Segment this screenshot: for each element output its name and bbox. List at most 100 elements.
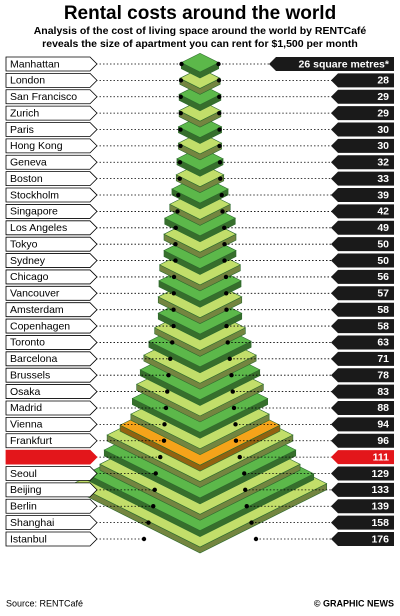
chart-title: Rental costs around the world (64, 3, 336, 24)
leader-dot (253, 536, 259, 542)
value-label: 50 (377, 255, 389, 267)
value-label: 63 (377, 337, 389, 349)
leader-dot (177, 160, 183, 165)
leader-dot (162, 422, 167, 427)
label-box (5, 400, 98, 416)
leader-dot (224, 323, 229, 329)
category-label: Stockholm (10, 189, 59, 201)
value-label: 32 (377, 157, 389, 169)
category-label: Singapore (10, 206, 58, 218)
category-label: Paris (10, 124, 34, 136)
leader-dot (237, 454, 242, 460)
leader-dot (216, 61, 221, 67)
label-box (5, 416, 98, 432)
value-label: 129 (371, 468, 389, 480)
value-box (331, 106, 394, 121)
leader-dot (173, 241, 178, 247)
leader-dot (224, 307, 229, 312)
leader-dot (224, 291, 229, 296)
label-box (5, 138, 98, 154)
category-label: Osaka (10, 386, 41, 398)
leader-dot (178, 94, 183, 99)
value-label: 139 (371, 501, 389, 513)
value-box (331, 73, 394, 88)
value-box (331, 171, 394, 186)
category-label: San Francisco (10, 91, 77, 103)
value-box (331, 515, 394, 530)
value-label: 57 (377, 288, 389, 300)
value-label: 96 (377, 435, 389, 447)
leader-dot (171, 307, 176, 312)
value-box (331, 499, 394, 514)
leader-dot (225, 340, 230, 345)
leader-dot (243, 487, 248, 493)
value-box (331, 89, 394, 104)
leader-dot (227, 356, 232, 362)
leader-dot (171, 291, 176, 296)
label-box (5, 302, 98, 318)
value-label: 30 (377, 140, 389, 152)
value-label: 49 (377, 222, 389, 234)
label-box (5, 515, 98, 531)
label-box (5, 433, 98, 449)
leader-dot (178, 78, 184, 83)
value-label: 111 (373, 451, 390, 463)
value-label: 29 (377, 91, 389, 103)
credit: © GRAPHIC NEWS (314, 598, 394, 608)
leader-dot (231, 405, 237, 411)
leader-dot (222, 258, 227, 263)
label-box (5, 269, 98, 285)
value-label: 78 (377, 369, 389, 381)
label-box (5, 466, 98, 481)
category-label: Madrid (10, 402, 42, 414)
label-box (5, 220, 98, 236)
value-label: 71 (377, 353, 389, 365)
leader-dot (158, 454, 163, 460)
category-label: Brussels (10, 369, 50, 381)
label-box (5, 253, 98, 268)
label-box (5, 171, 98, 187)
leader-dot (230, 389, 235, 394)
value-box (331, 433, 394, 448)
leader-dot (217, 94, 222, 99)
leader-dot (151, 504, 156, 509)
label-box (5, 367, 98, 383)
leader-dot (178, 143, 183, 149)
value-box (331, 466, 394, 481)
category-label: Tokyo (10, 238, 38, 250)
label-box (5, 449, 98, 465)
label-box (5, 204, 98, 219)
leader-dot (168, 356, 173, 362)
category-label: Toronto (10, 337, 45, 349)
value-box (269, 57, 394, 71)
category-label: Copenhagen (10, 320, 70, 332)
label-box (5, 105, 98, 121)
leader-dot (217, 127, 222, 132)
leader-dot (217, 160, 223, 165)
leader-dot (179, 61, 184, 67)
value-box (331, 122, 394, 137)
label-box (5, 56, 98, 72)
leader-dot (173, 225, 178, 230)
value-label: 28 (377, 75, 389, 87)
leader-dot (165, 389, 170, 394)
leader-dot (177, 176, 182, 181)
leader-dot (233, 422, 238, 427)
value-box (331, 335, 394, 350)
value-label: 26 square metres* (299, 58, 390, 70)
category-label: Sydney (10, 255, 46, 267)
value-label: 30 (377, 124, 389, 136)
label-box (5, 498, 98, 514)
category-label: Amsterdam (10, 304, 64, 316)
leader-dot (171, 323, 176, 329)
leader-dot (178, 110, 183, 116)
source: Source: RENTCafé (6, 598, 83, 608)
label-box (5, 285, 98, 301)
leader-dot (219, 192, 224, 198)
value-box (331, 384, 394, 399)
leader-dot (171, 274, 177, 280)
category-label: London (10, 75, 45, 87)
value-box (331, 269, 394, 284)
leader-dot (244, 504, 249, 509)
value-box (331, 237, 394, 252)
